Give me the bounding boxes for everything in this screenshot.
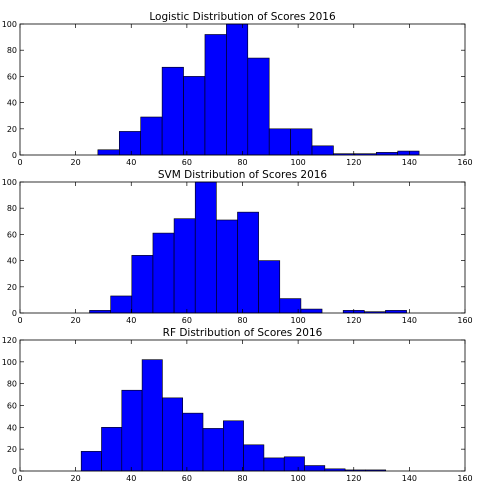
histogram-bar [258, 260, 281, 314]
x-tick-label: 160 [457, 158, 472, 167]
chart-title: SVM Distribution of Scores 2016 [158, 169, 328, 181]
chart-title: RF Distribution of Scores 2016 [163, 327, 323, 339]
y-tick-label: 60 [7, 230, 17, 239]
x-tick-label: 120 [346, 158, 361, 167]
histogram-bar [121, 389, 143, 472]
histogram-bar [182, 412, 204, 472]
x-tick-label: 0 [17, 474, 22, 483]
x-tick-label: 100 [290, 158, 305, 167]
histogram-bar [216, 219, 238, 314]
x-tick-label: 0 [17, 316, 22, 325]
x-tick-label: 140 [402, 316, 417, 325]
x-tick-label: 20 [71, 316, 81, 325]
histogram-bar [140, 116, 163, 156]
histogram-bar [263, 457, 285, 472]
y-tick-label: 0 [12, 309, 17, 318]
x-tick-label: 120 [346, 316, 361, 325]
histogram-bar [183, 76, 206, 156]
x-tick-label: 160 [457, 474, 472, 483]
x-tick-label: 20 [71, 474, 81, 483]
histogram-bar [110, 295, 133, 314]
histogram-bar [118, 131, 142, 156]
x-tick-label: 60 [182, 316, 192, 325]
histogram-bar [202, 428, 224, 472]
histogram-bar [397, 150, 420, 156]
y-tick-label: 80 [7, 46, 17, 55]
histogram-bar [80, 451, 102, 472]
y-tick-label: 40 [7, 423, 17, 432]
histogram-bar [152, 232, 175, 314]
histogram-bar [243, 444, 265, 472]
histogram-bar [223, 420, 244, 472]
histogram-bar [283, 456, 305, 472]
y-tick-label: 80 [7, 204, 17, 213]
x-tick-label: 140 [402, 474, 417, 483]
x-tick-label: 80 [237, 474, 247, 483]
y-tick-label: 40 [7, 257, 17, 266]
x-tick-label: 120 [346, 474, 361, 483]
x-tick-label: 100 [290, 474, 305, 483]
x-tick-label: 80 [237, 158, 247, 167]
histogram-bar [161, 66, 184, 156]
y-tick-label: 20 [7, 283, 17, 292]
histogram-bar [173, 218, 196, 314]
y-tick-label: 80 [7, 380, 17, 389]
y-tick-label: 60 [7, 402, 17, 411]
histogram-bar [290, 128, 313, 156]
histogram-bar [304, 465, 326, 472]
histogram-bar [237, 211, 259, 314]
x-tick-label: 40 [126, 474, 136, 483]
x-tick-label: 140 [402, 158, 417, 167]
y-tick-label: 100 [2, 178, 17, 187]
histogram-bar [279, 298, 302, 314]
x-tick-label: 100 [290, 316, 305, 325]
histogram-bar [311, 145, 334, 156]
subplot-logistic: Logistic Distribution of Scores 2016 0 20… [2, 11, 473, 167]
y-tick-label: 20 [7, 445, 17, 454]
histogram-bar [97, 149, 120, 156]
subplot-rf: RF Distribution of Scores 2016 0 20 40 60 80… [2, 327, 473, 483]
histogram-bar [141, 359, 163, 472]
subplot-svm: SVM Distribution of Scores 2016 0 20 40 60 8… [2, 169, 473, 325]
histogram-bar [131, 255, 154, 314]
y-tick-label: 100 [2, 358, 17, 367]
x-tick-label: 40 [126, 158, 136, 167]
histogram-bar [247, 57, 270, 156]
x-tick-label: 160 [457, 316, 472, 325]
histogram-bar [300, 308, 323, 314]
x-tick-label: 0 [17, 158, 22, 167]
histogram-bar [101, 427, 123, 472]
x-tick-label: 60 [182, 158, 192, 167]
y-tick-label: 0 [12, 467, 17, 476]
histogram-bar [194, 181, 217, 314]
chart-title: Logistic Distribution of Scores 2016 [149, 11, 336, 23]
y-tick-label: 100 [2, 20, 17, 29]
x-tick-label: 60 [182, 474, 192, 483]
x-tick-label: 40 [126, 316, 136, 325]
y-tick-label: 20 [7, 125, 17, 134]
histogram-bar [226, 23, 249, 156]
y-tick-label: 60 [7, 72, 17, 81]
histogram-bar [268, 128, 291, 156]
histogram-bar [162, 397, 184, 472]
y-tick-label: 120 [2, 336, 17, 345]
x-tick-label: 20 [71, 158, 81, 167]
y-tick-label: 0 [12, 151, 17, 160]
x-tick-label: 80 [237, 316, 247, 325]
histogram-bar [204, 34, 227, 156]
y-tick-label: 40 [7, 99, 17, 108]
